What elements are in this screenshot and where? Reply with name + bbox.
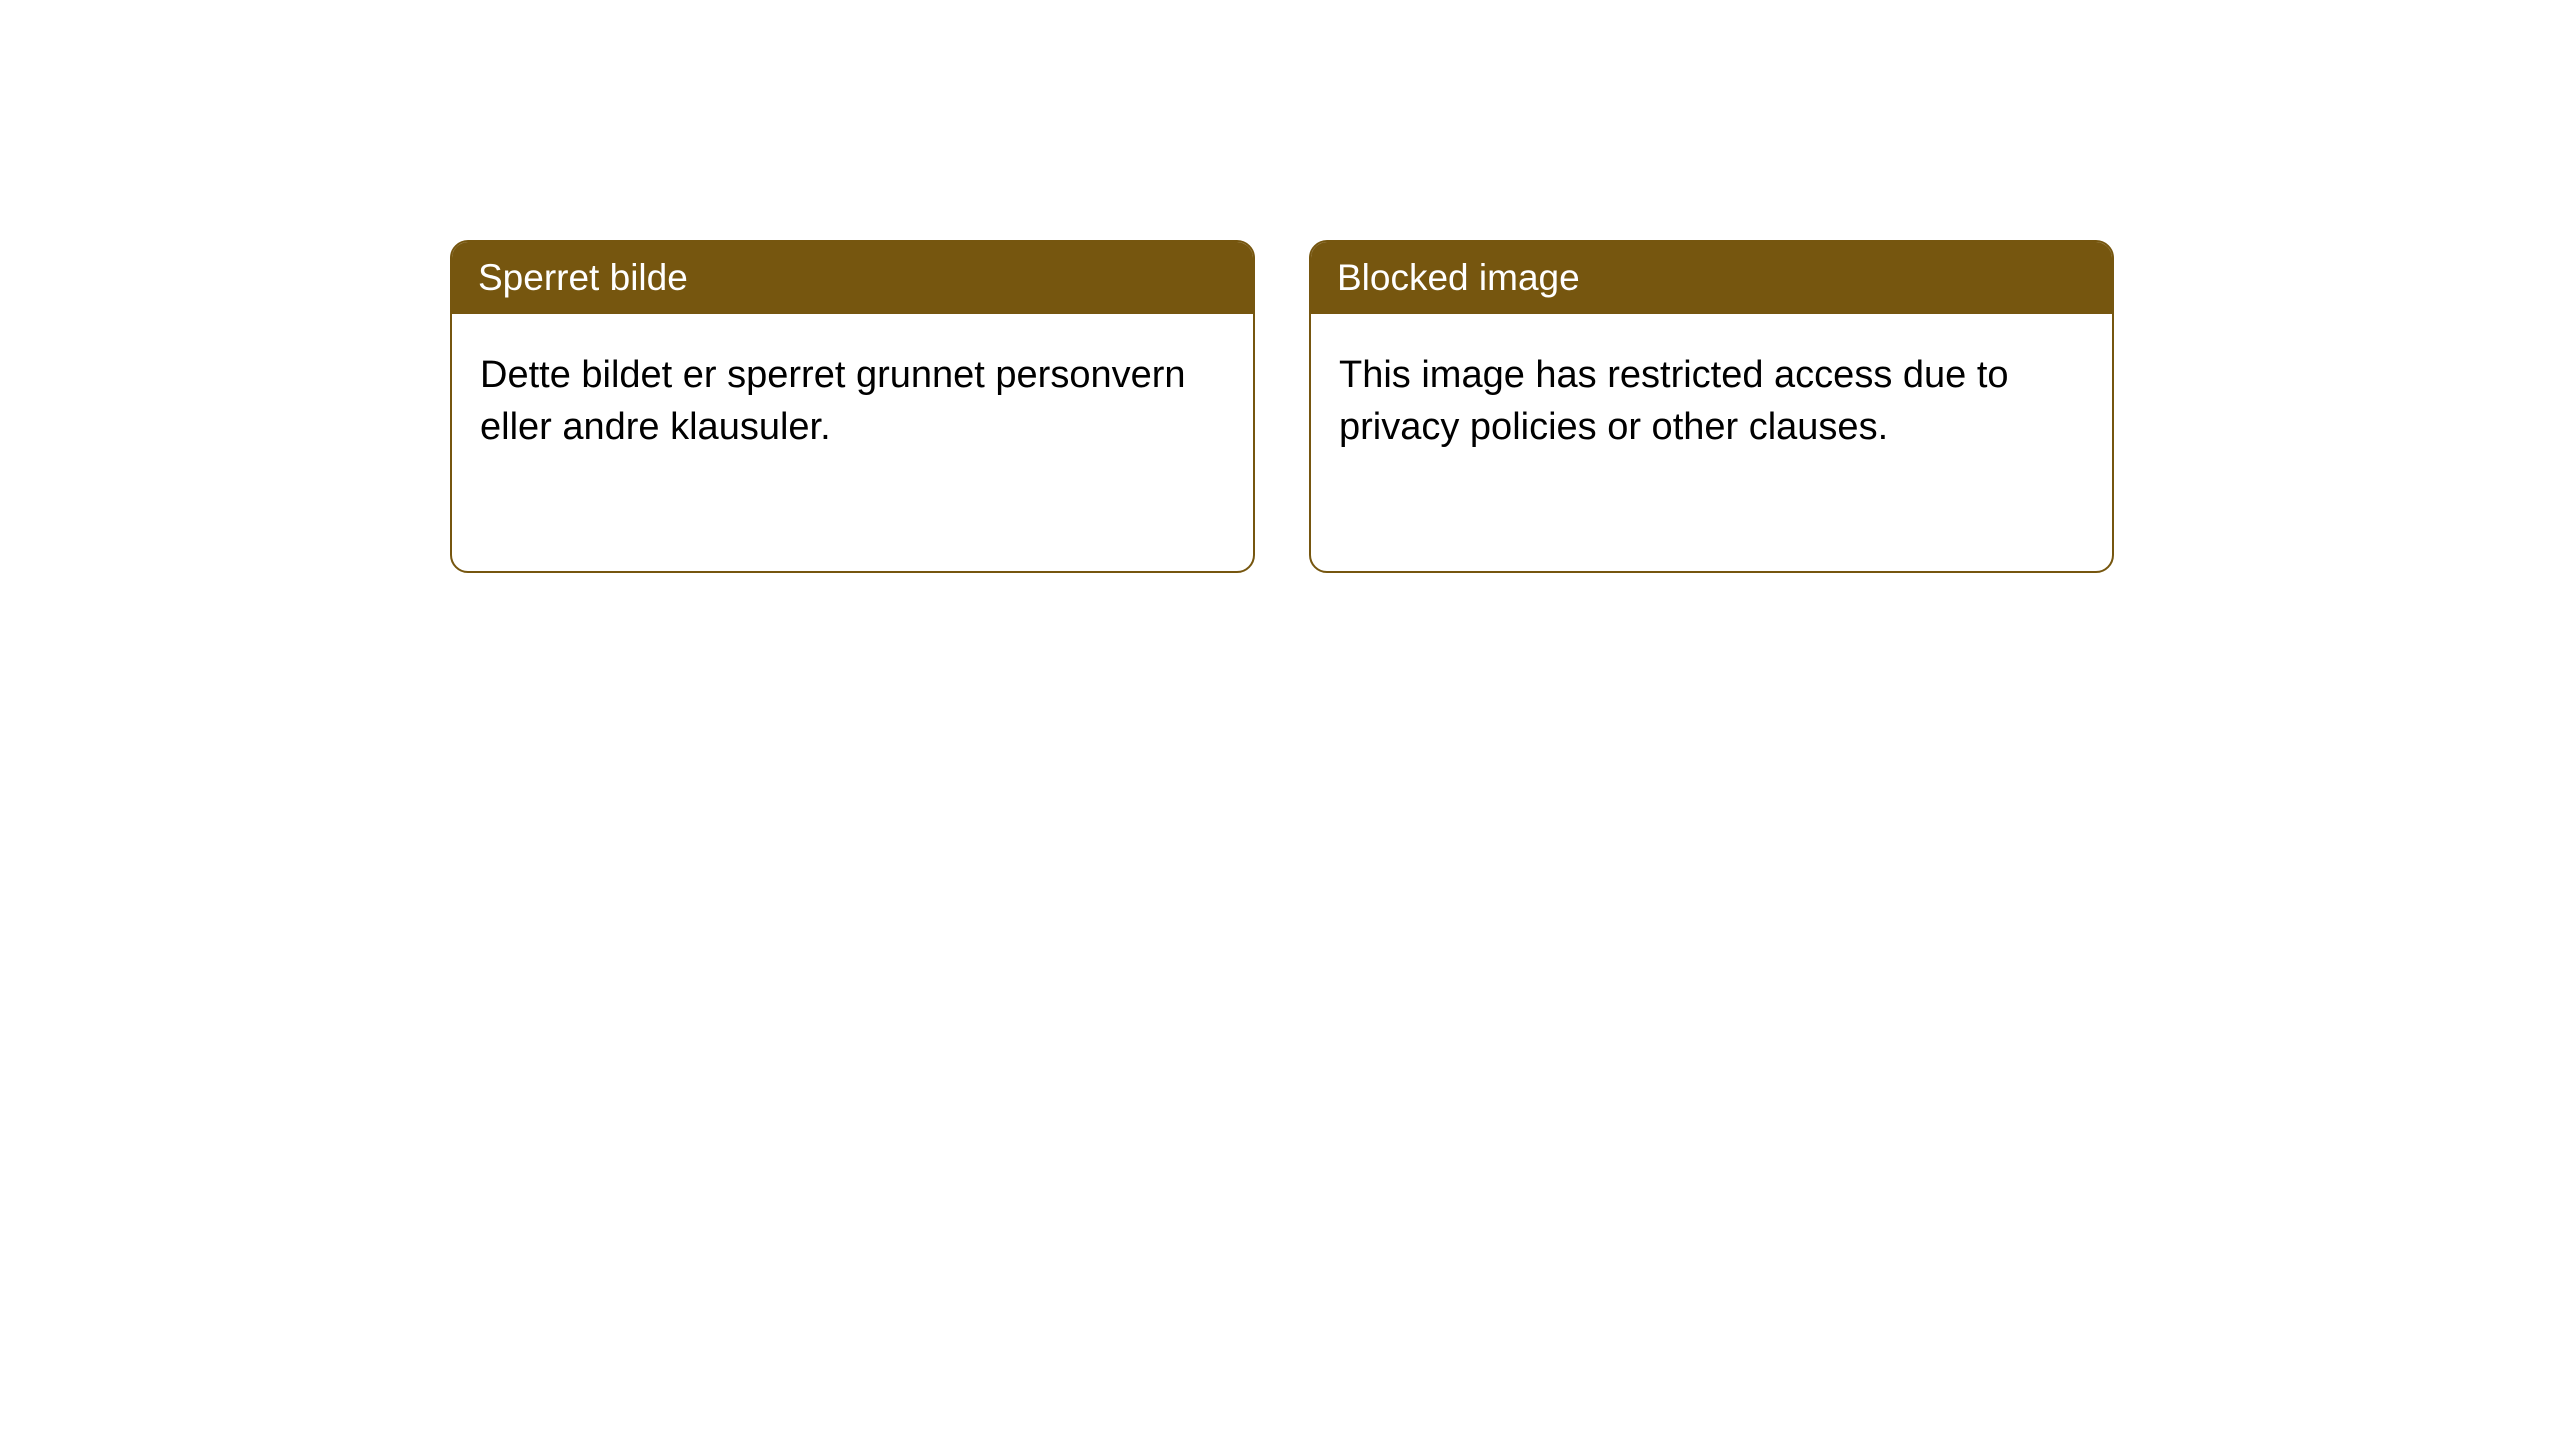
card-body: Dette bildet er sperret grunnet personve… (452, 314, 1253, 489)
card-body: This image has restricted access due to … (1311, 314, 2112, 489)
notice-card-norwegian: Sperret bilde Dette bildet er sperret gr… (450, 240, 1255, 573)
card-header: Sperret bilde (452, 242, 1253, 314)
notice-card-english: Blocked image This image has restricted … (1309, 240, 2114, 573)
card-header: Blocked image (1311, 242, 2112, 314)
notice-container: Sperret bilde Dette bildet er sperret gr… (0, 0, 2560, 573)
